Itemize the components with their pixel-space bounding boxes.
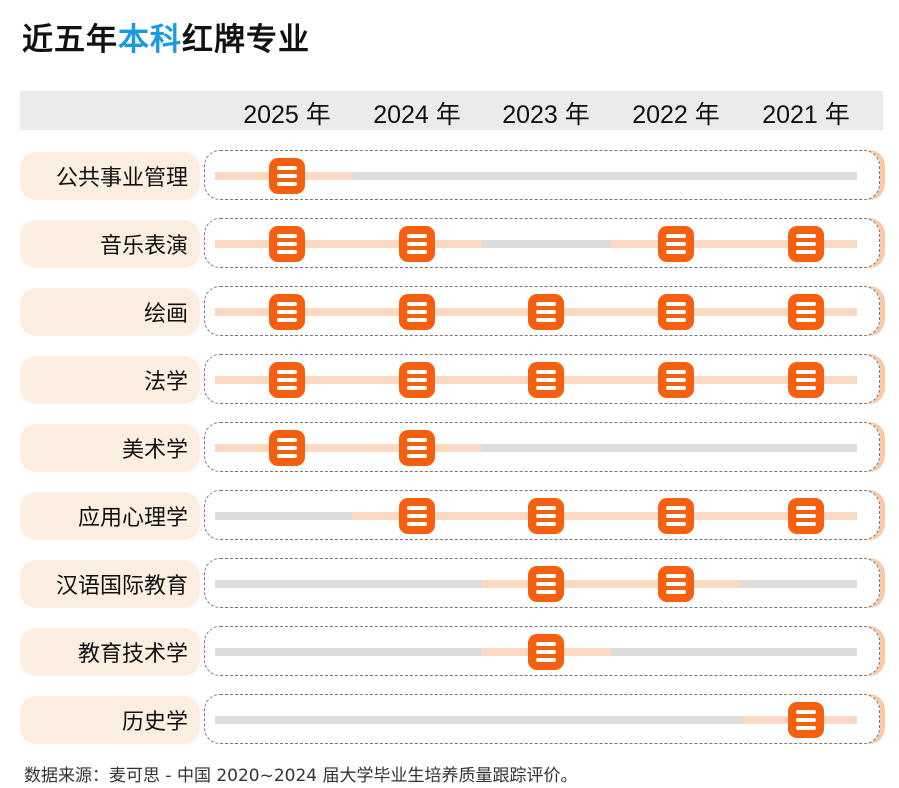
list-icon <box>269 158 305 194</box>
major-label: 法学 <box>20 356 200 404</box>
list-icon <box>788 702 824 738</box>
year-label: 2021 年 <box>762 101 850 129</box>
major-label: 公共事业管理 <box>20 152 200 200</box>
list-icon <box>399 498 435 534</box>
year-label: 2024 年 <box>373 101 461 129</box>
list-icon <box>658 226 694 262</box>
table-row: 教育技术学 <box>0 626 899 678</box>
table-row: 历史学 <box>0 694 899 746</box>
major-label: 绘画 <box>20 288 200 336</box>
major-label: 教育技术学 <box>20 628 200 676</box>
list-icon <box>399 294 435 330</box>
list-icon <box>788 498 824 534</box>
list-icon <box>269 362 305 398</box>
major-label: 音乐表演 <box>20 220 200 268</box>
list-icon <box>658 294 694 330</box>
list-icon <box>788 362 824 398</box>
track <box>215 240 857 248</box>
title-text-end: 红牌专业 <box>182 22 310 58</box>
year-label: 2025 年 <box>243 101 331 129</box>
list-icon <box>658 362 694 398</box>
year-header: 2025 年 2024 年 2023 年 2022 年 2021 年 <box>20 91 883 130</box>
track <box>215 444 857 452</box>
table-row: 美术学 <box>0 422 899 474</box>
table-row: 绘画 <box>0 286 899 338</box>
page-title: 近五年本科红牌专业 <box>22 14 310 59</box>
table-row: 汉语国际教育 <box>0 558 899 610</box>
source-note: 数据来源：麦可思 - 中国 2020~2024 届大学毕业生培养质量跟踪评价。 <box>24 766 578 786</box>
table-row: 音乐表演 <box>0 218 899 270</box>
major-label: 美术学 <box>20 424 200 472</box>
list-icon <box>658 566 694 602</box>
table-row: 应用心理学 <box>0 490 899 542</box>
table-row: 法学 <box>0 354 899 406</box>
list-icon <box>399 430 435 466</box>
title-highlight: 本科 <box>118 22 182 58</box>
list-icon <box>269 226 305 262</box>
list-icon <box>399 226 435 262</box>
list-icon <box>528 498 564 534</box>
list-icon <box>528 294 564 330</box>
list-icon <box>528 566 564 602</box>
list-icon <box>269 430 305 466</box>
list-icon <box>658 498 694 534</box>
track <box>215 172 857 180</box>
list-icon <box>269 294 305 330</box>
year-label: 2022 年 <box>632 101 720 129</box>
list-icon <box>788 294 824 330</box>
list-icon <box>399 362 435 398</box>
list-icon <box>788 226 824 262</box>
list-icon <box>528 362 564 398</box>
track <box>215 716 857 724</box>
title-text: 近五年 <box>22 22 118 58</box>
major-label: 历史学 <box>20 696 200 744</box>
year-label: 2023 年 <box>502 101 590 129</box>
list-icon <box>528 634 564 670</box>
major-label: 应用心理学 <box>20 492 200 540</box>
major-label: 汉语国际教育 <box>20 560 200 608</box>
table-row: 公共事业管理 <box>0 150 899 202</box>
